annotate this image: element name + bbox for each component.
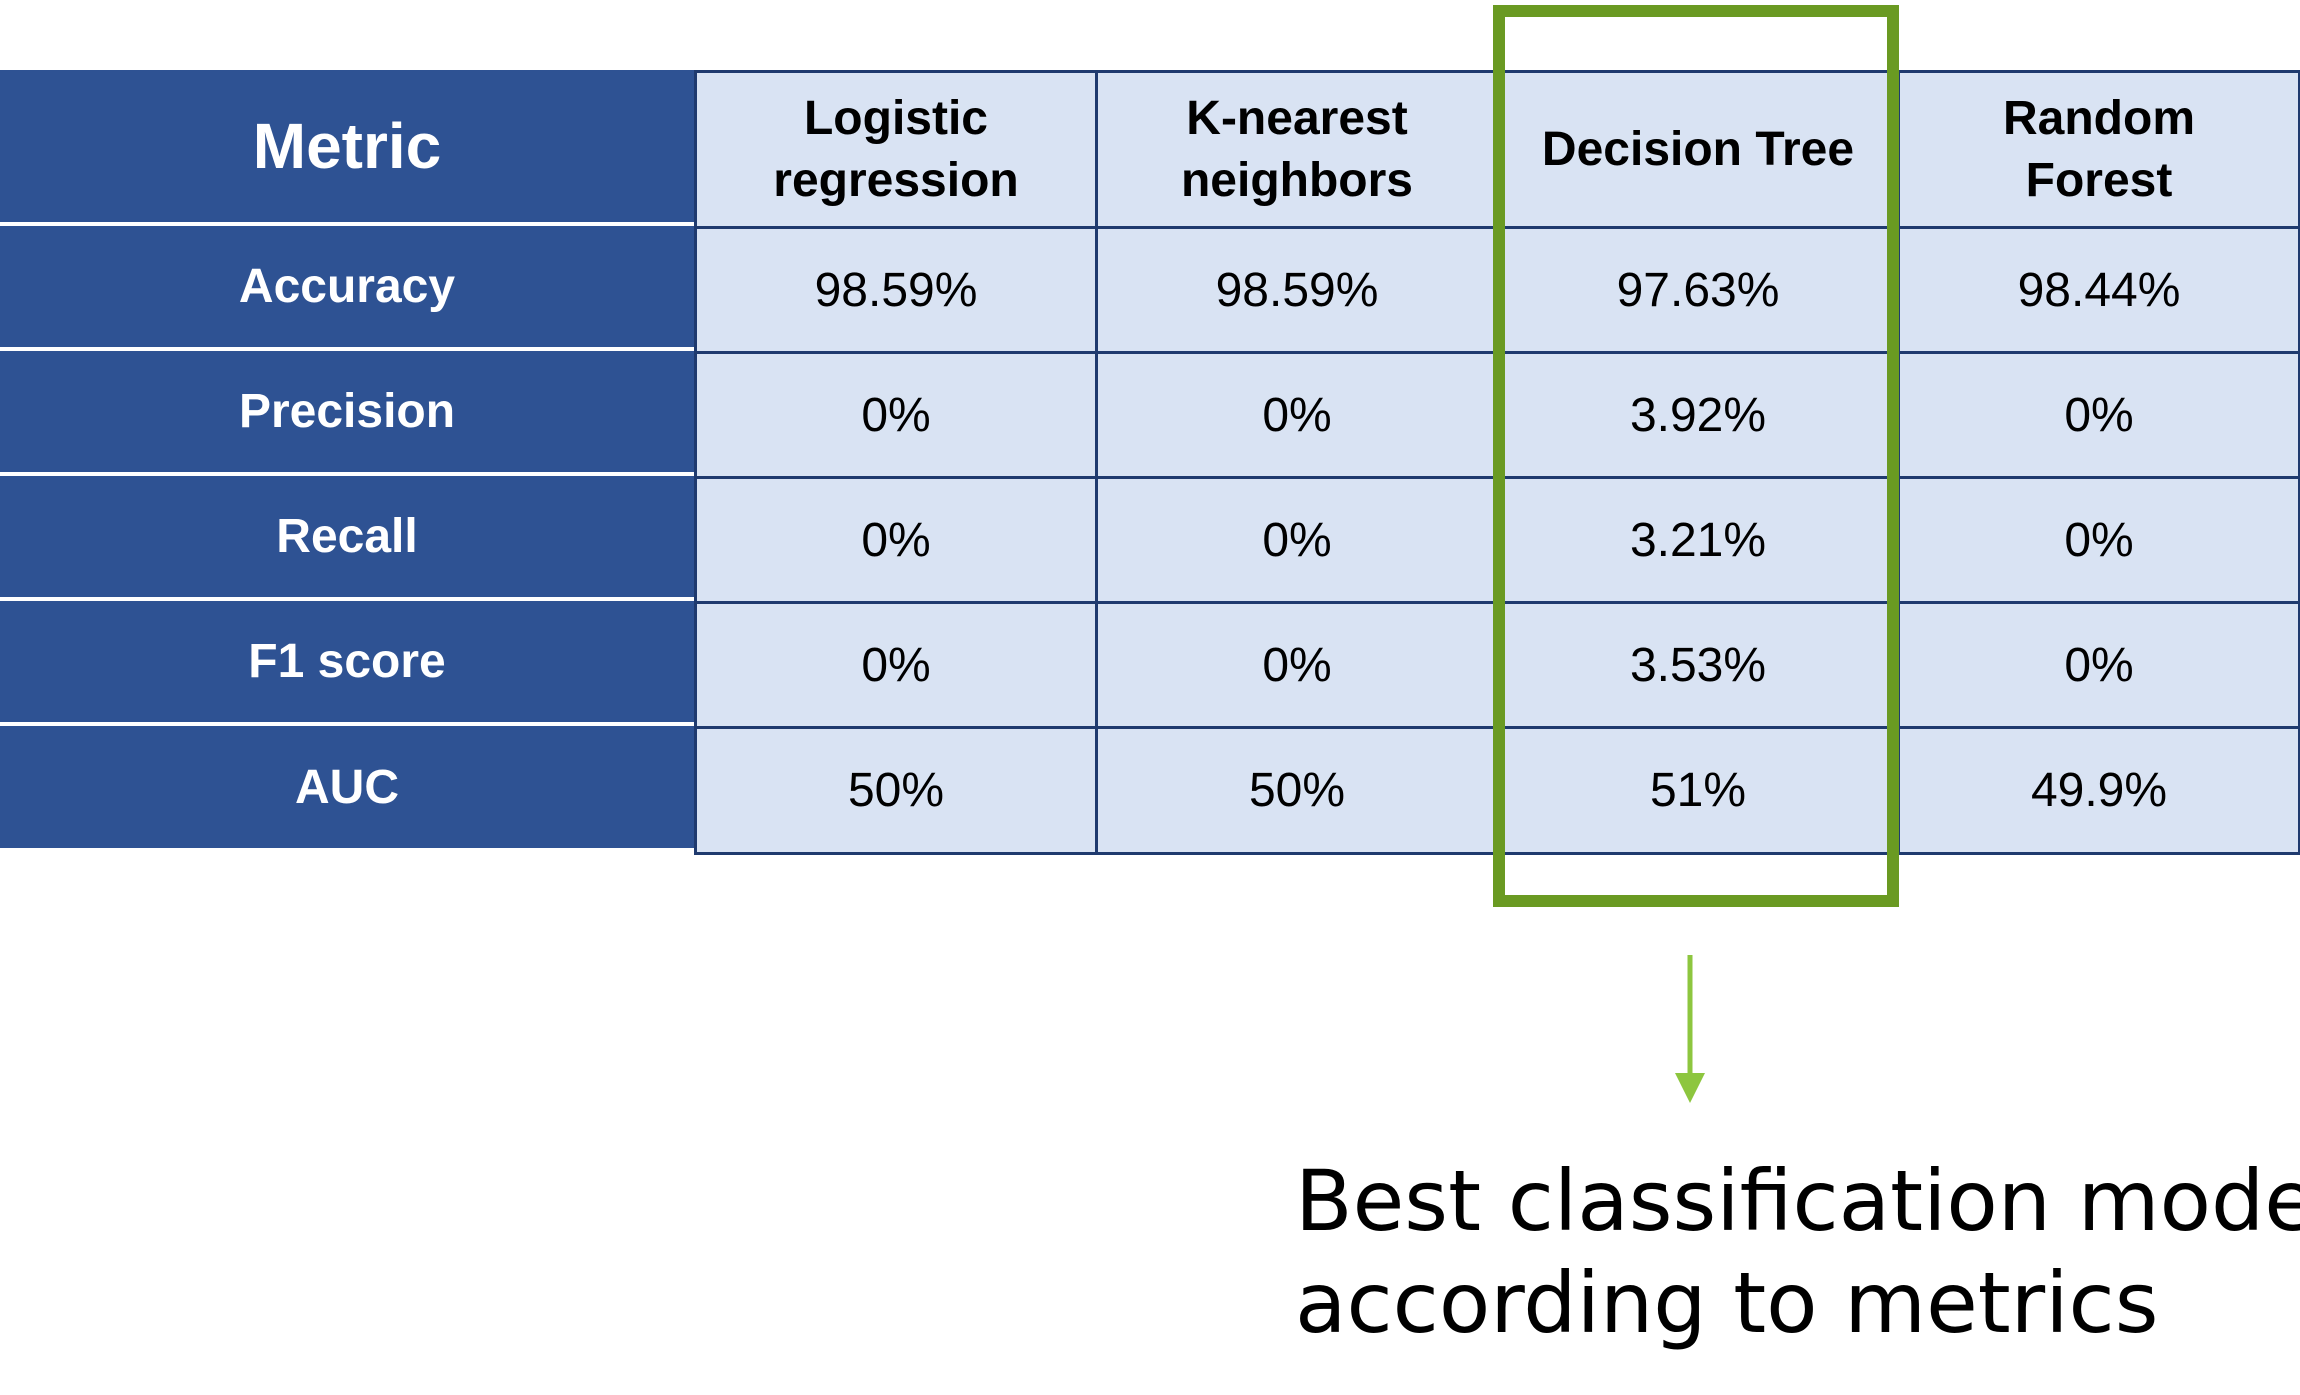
- down-arrow-icon: [1675, 955, 1705, 1103]
- model-header-cell: K-nearest neighbors: [1095, 70, 1499, 229]
- metric-value-cell: 0%: [694, 601, 1098, 729]
- model-name-line: Forest: [2025, 153, 2173, 207]
- caption-line: Best classification model: [1295, 1152, 2300, 1250]
- metric-value-cell: 51%: [1496, 726, 1900, 855]
- metric-row-label: Recall: [0, 476, 694, 601]
- metric-value-cell: 98.59%: [694, 226, 1098, 354]
- metric-row-label: Precision: [0, 351, 694, 476]
- model-name-line: Logistic: [803, 91, 988, 145]
- metric-value-cell: 0%: [1095, 476, 1499, 604]
- model-header-text: Random Forest: [2003, 88, 2195, 212]
- metric-column-header: Metric: [0, 70, 694, 226]
- metric-value-cell: 0%: [1897, 351, 2300, 479]
- model-header-text: K-nearest neighbors: [1181, 88, 1413, 212]
- metric-value-cell: 0%: [1897, 476, 2300, 604]
- metric-value-cell: 3.92%: [1496, 351, 1900, 479]
- metric-value-cell: 50%: [694, 726, 1098, 855]
- model-header-text: Logistic regression: [773, 88, 1018, 212]
- metric-row-label: F1 score: [0, 601, 694, 726]
- model-header-cell: Logistic regression: [694, 70, 1098, 229]
- metric-value-cell: 0%: [1095, 601, 1499, 729]
- metric-value-cell: 0%: [1897, 601, 2300, 729]
- metric-value-cell: 0%: [694, 476, 1098, 604]
- model-name-line: neighbors: [1180, 153, 1413, 207]
- model-name-line: Decision Tree: [1541, 122, 1855, 176]
- model-name-line: regression: [773, 153, 1019, 207]
- metric-value-cell: 3.53%: [1496, 601, 1900, 729]
- annotation-caption: Best classification model according to m…: [1295, 1150, 2300, 1354]
- metric-row-label: Accuracy: [0, 226, 694, 351]
- model-header-cell: Decision Tree: [1496, 70, 1900, 229]
- metric-value-cell: 0%: [1095, 351, 1499, 479]
- metric-value-cell: 3.21%: [1496, 476, 1900, 604]
- metric-row-label: AUC: [0, 726, 694, 852]
- model-name-line: K-nearest: [1186, 91, 1408, 145]
- metric-value-cell: 98.59%: [1095, 226, 1499, 354]
- metric-value-cell: 98.44%: [1897, 226, 2300, 354]
- metric-value-cell: 0%: [694, 351, 1098, 479]
- metric-value-cell: 97.63%: [1496, 226, 1900, 354]
- model-name-line: Random: [2003, 91, 2195, 145]
- caption-line: according to metrics: [1295, 1254, 2159, 1352]
- arrow-head: [1675, 1073, 1705, 1103]
- metric-value-cell: 50%: [1095, 726, 1499, 855]
- model-header-cell: Random Forest: [1897, 70, 2300, 229]
- model-header-text: Decision Tree: [1542, 119, 1854, 181]
- metric-value-cell: 49.9%: [1897, 726, 2300, 855]
